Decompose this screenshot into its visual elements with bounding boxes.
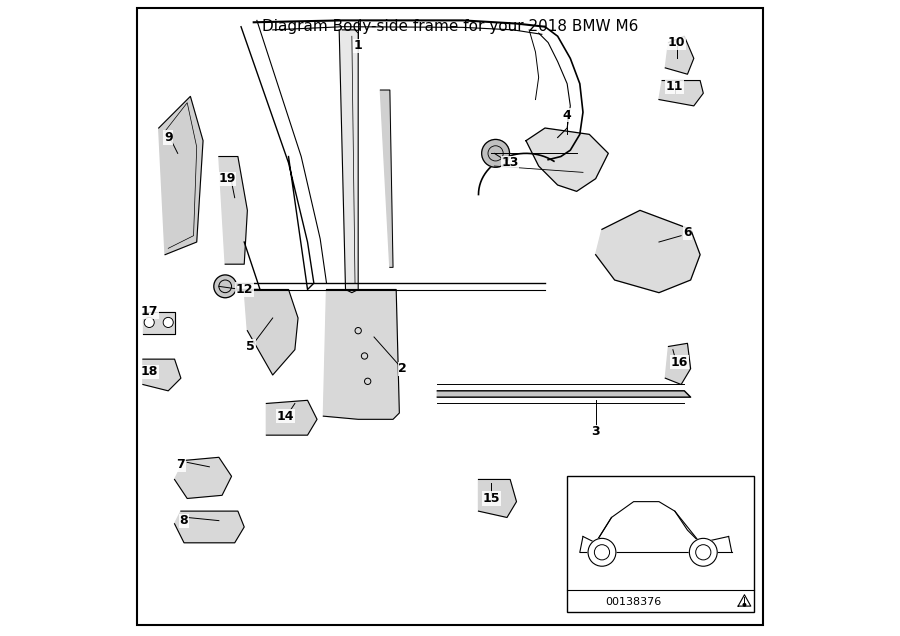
Text: 00138376: 00138376 <box>606 597 662 607</box>
Text: 8: 8 <box>180 514 188 527</box>
Text: 12: 12 <box>236 283 253 296</box>
Polygon shape <box>143 312 175 334</box>
Text: 18: 18 <box>140 365 158 378</box>
Polygon shape <box>659 81 703 106</box>
Polygon shape <box>323 289 400 419</box>
Circle shape <box>214 275 237 298</box>
Polygon shape <box>219 156 248 264</box>
Polygon shape <box>596 211 700 293</box>
Bar <box>567 476 754 612</box>
Polygon shape <box>175 511 244 543</box>
Text: 10: 10 <box>668 36 686 49</box>
Circle shape <box>696 544 711 560</box>
Text: 7: 7 <box>176 459 185 471</box>
Polygon shape <box>244 289 298 375</box>
Circle shape <box>743 604 746 606</box>
Text: Diagram Body-side frame for your 2018 BMW M6: Diagram Body-side frame for your 2018 BM… <box>262 19 638 34</box>
Circle shape <box>482 139 509 167</box>
Text: 19: 19 <box>219 172 236 185</box>
Polygon shape <box>665 343 690 385</box>
Polygon shape <box>665 36 694 74</box>
Polygon shape <box>158 97 203 254</box>
Polygon shape <box>266 400 317 435</box>
Polygon shape <box>738 595 751 606</box>
Text: 4: 4 <box>562 109 572 122</box>
Text: 17: 17 <box>140 305 158 318</box>
Text: 3: 3 <box>591 425 600 438</box>
Text: 14: 14 <box>276 410 294 423</box>
Text: 15: 15 <box>482 492 500 505</box>
Text: 1: 1 <box>354 39 363 52</box>
Circle shape <box>594 544 609 560</box>
Circle shape <box>689 538 717 566</box>
Polygon shape <box>479 480 517 518</box>
Polygon shape <box>339 30 358 293</box>
Polygon shape <box>143 359 181 391</box>
Polygon shape <box>381 90 393 267</box>
Text: 2: 2 <box>398 362 407 375</box>
Polygon shape <box>526 128 608 191</box>
Polygon shape <box>175 457 231 499</box>
Circle shape <box>144 317 154 328</box>
Text: 11: 11 <box>666 80 683 93</box>
Text: 6: 6 <box>683 226 692 239</box>
Text: 16: 16 <box>670 356 688 369</box>
Circle shape <box>163 317 174 328</box>
Circle shape <box>588 538 616 566</box>
Polygon shape <box>437 391 690 397</box>
Text: 9: 9 <box>164 131 173 144</box>
Text: 5: 5 <box>247 340 255 353</box>
Text: 13: 13 <box>501 156 518 169</box>
